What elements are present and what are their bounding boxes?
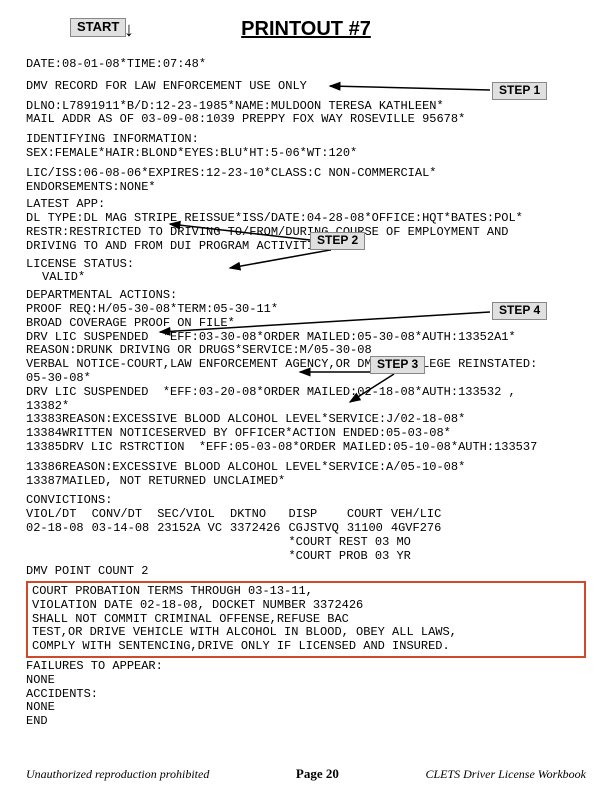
step2-label: STEP 2	[310, 232, 365, 250]
col-vehlic: VEH/LIC	[391, 508, 449, 522]
col-violdt: VIOL/DT	[26, 508, 92, 522]
line-endorse: ENDORSEMENTS:NONE*	[26, 181, 586, 195]
line-restr2: DRIVING TO AND FROM DUI PROGRAM ACTIVITI…	[26, 240, 586, 254]
page-footer: Unauthorized reproduction prohibited Pag…	[26, 767, 586, 782]
line-valid: VALID*	[26, 271, 586, 285]
line-dltype: DL TYPE:DL MAG STRIPE REISSUE*ISS/DATE:0…	[26, 212, 586, 226]
line-susp1: DRV LIC SUSPENDED *EFF:03-30-08*ORDER MA…	[26, 331, 586, 345]
convictions-table: VIOL/DT CONV/DT SEC/VIOL DKTNO DISP COUR…	[26, 508, 449, 563]
hdr-dept-actions: DEPARTMENTAL ACTIONS:	[26, 289, 586, 303]
page-title: PRINTOUT #7	[26, 18, 586, 41]
line-dmv-point: DMV POINT COUNT 2	[26, 565, 586, 579]
box-line: VIOLATION DATE 02-18-08, DOCKET NUMBER 3…	[32, 599, 580, 613]
col-secviol: SEC/VIOL	[157, 508, 230, 522]
box-line: TEST,OR DRIVE VEHICLE WITH ALCOHOL IN BL…	[32, 626, 580, 640]
box-line: COMPLY WITH SENTENCING,DRIVE ONLY IF LIC…	[32, 640, 580, 654]
line-none: NONE	[26, 701, 586, 715]
footer-page: Page 20	[296, 767, 339, 782]
col-convdt: CONV/DT	[92, 508, 158, 522]
line-mail: MAIL ADDR AS OF 03-09-08:1039 PREPPY FOX…	[26, 113, 586, 127]
line-date: DATE:08-01-08*TIME:07:48*	[26, 58, 586, 72]
footer-left: Unauthorized reproduction prohibited	[26, 768, 209, 782]
box-line: SHALL NOT COMMIT CRIMINAL OFFENSE,REFUSE…	[32, 613, 580, 627]
line-13383: 13383REASON:EXCESSIVE BLOOD ALCOHOL LEVE…	[26, 413, 586, 427]
line-liciss: LIC/ISS:06-08-06*EXPIRES:12-23-10*CLASS:…	[26, 167, 586, 181]
step4-label: STEP 4	[492, 302, 547, 320]
line-dlno: DLNO:L7891911*B/D:12-23-1985*NAME:MULDOO…	[26, 100, 586, 114]
col-disp: DISP	[288, 508, 346, 522]
hdr-accidents: ACCIDENTS:	[26, 688, 586, 702]
line-ident: SEX:FEMALE*HAIR:BLOND*EYES:BLU*HT:5-06*W…	[26, 147, 586, 161]
line-13384: 13384WRITTEN NOTICESERVED BY OFFICER*ACT…	[26, 427, 586, 441]
table-row: VIOL/DT CONV/DT SEC/VIOL DKTNO DISP COUR…	[26, 508, 449, 522]
hdr-failures: FAILURES TO APPEAR:	[26, 660, 586, 674]
step1-label: STEP 1	[492, 82, 547, 100]
probation-terms-box: COURT PROBATION TERMS THROUGH 03-13-11, …	[26, 581, 586, 658]
line-13386: 13386REASON:EXCESSIVE BLOOD ALCOHOL LEVE…	[26, 461, 586, 475]
hdr-identifying: IDENTIFYING INFORMATION:	[26, 133, 586, 147]
line-13387: 13387MAILED, NOT RETURNED UNCLAIMED*	[26, 475, 586, 489]
col-dktno: DKTNO	[230, 508, 288, 522]
line-verbal-date: 05-30-08*	[26, 372, 586, 386]
court-rest-note: *COURT REST 03 MO	[288, 536, 449, 550]
line-end: END	[26, 715, 586, 729]
top-bar: START ↓ PRINTOUT #7	[26, 18, 586, 58]
box-line: COURT PROBATION TERMS THROUGH 03-13-11,	[32, 585, 580, 599]
footer-right: CLETS Driver License Workbook	[425, 768, 586, 782]
hdr-license-status: LICENSE STATUS:	[26, 258, 586, 272]
line-none: NONE	[26, 674, 586, 688]
court-prob-note: *COURT PROB 03 YR	[288, 550, 449, 564]
hdr-latest-app: LATEST APP:	[26, 198, 586, 212]
col-court: COURT	[347, 508, 391, 522]
page: START ↓ PRINTOUT #7 DATE:08-01-08*TIME:0…	[0, 0, 612, 792]
hdr-convictions: CONVICTIONS:	[26, 494, 586, 508]
line-susp2: DRV LIC SUSPENDED *EFF:03-20-08*ORDER MA…	[26, 386, 586, 400]
line-susp2b: 13382*	[26, 400, 586, 414]
line-verbal: VERBAL NOTICE-COURT,LAW ENFORCEMENT AGEN…	[26, 358, 586, 372]
line-13385: 13385DRV LIC RSTRCTION *EFF:05-03-08*ORD…	[26, 441, 586, 455]
line-restr1: RESTR:RESTRICTED TO DRIVING TO/FROM/DURI…	[26, 226, 586, 240]
table-row: 02-18-08 03-14-08 23152A VC 3372426 CGJS…	[26, 522, 449, 536]
table-row: *COURT REST 03 MO	[26, 536, 449, 550]
line-reason1: REASON:DRUNK DRIVING OR DRUGS*SERVICE:M/…	[26, 344, 586, 358]
table-row: *COURT PROB 03 YR	[26, 550, 449, 564]
step3-label: STEP 3	[370, 356, 425, 374]
